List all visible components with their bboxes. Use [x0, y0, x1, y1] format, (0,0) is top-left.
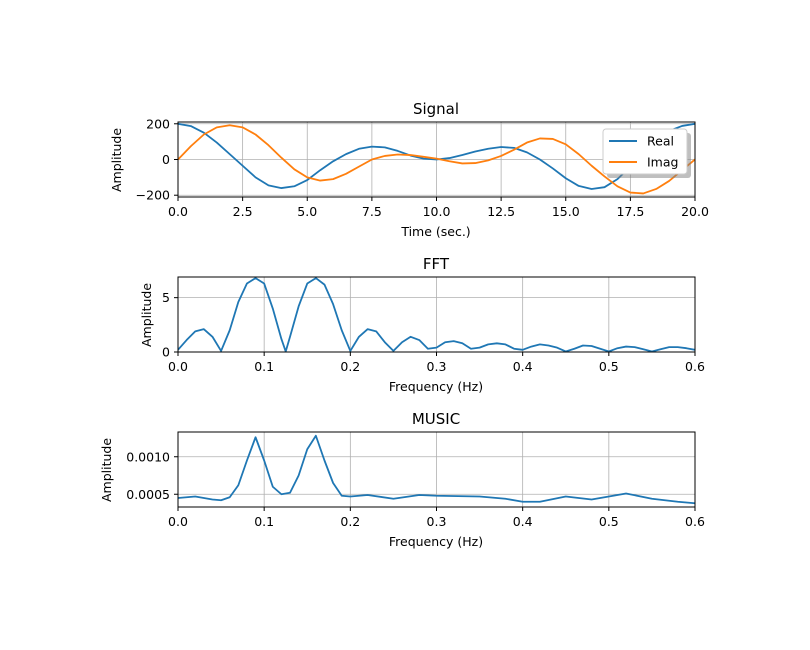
signal-plot-area: 0.0 2.5 5.0 7.5 10.0 12.5 15.0 17.5 20.0 200 0 −200	[136, 116, 709, 219]
music-ylabel: Amplitude	[99, 438, 114, 502]
signal-ylabel: Amplitude	[109, 128, 124, 192]
signal-ytick-label: −200	[136, 188, 170, 203]
fft-ytick-label: 0	[162, 345, 170, 360]
signal-title: Signal	[413, 100, 459, 118]
music-xtick-label: 0.6	[685, 514, 705, 529]
music-title: MUSIC	[412, 410, 460, 428]
music-xlabel: Frequency (Hz)	[389, 534, 483, 549]
fft-xtick-label: 0.5	[599, 359, 619, 374]
fft-xtick-label: 0.3	[427, 359, 447, 374]
signal-ytick-label: 200	[146, 116, 170, 131]
music-xtick-label: 0.3	[427, 514, 447, 529]
signal-xtick-label: 2.5	[233, 204, 253, 219]
fft-title: FFT	[423, 255, 450, 273]
signal-axes: 0.0 2.5 5.0 7.5 10.0 12.5 15.0 17.5 20.0 200 0 −200…	[109, 100, 709, 239]
signal-xlabel: Time (sec.)	[400, 224, 470, 239]
signal-xtick-label: 17.5	[616, 204, 644, 219]
signal-xtick-label: 7.5	[362, 204, 382, 219]
fft-xtick-label: 0.4	[513, 359, 533, 374]
signal-xtick-label: 15.0	[552, 204, 580, 219]
music-xtick-label: 0.4	[513, 514, 533, 529]
signal-xtick-label: 12.5	[487, 204, 515, 219]
music-xtick-label: 0.0	[168, 514, 188, 529]
signal-xtick-label: 20.0	[681, 204, 709, 219]
signal-ytick-label: 0	[162, 152, 170, 167]
signal-xtick-label: 5.0	[297, 204, 317, 219]
fft-ytick-label: 5	[162, 290, 170, 305]
fft-xlabel: Frequency (Hz)	[389, 379, 483, 394]
legend-imag-label: Imag	[647, 155, 678, 170]
fft-plot-area: 0.0 0.1 0.2 0.3 0.4 0.5 0.6 0 5	[162, 276, 705, 374]
signal-xtick-label: 0.0	[168, 204, 188, 219]
signal-legend: Real Imag	[602, 128, 691, 178]
signal-series-line-imag	[178, 124, 695, 195]
music-ytick-label: 0.0005	[126, 487, 170, 502]
fft-xtick-label: 0.0	[168, 359, 188, 374]
fft-ylabel: Amplitude	[139, 283, 154, 347]
fft-xtick-label: 0.2	[340, 359, 360, 374]
fft-xtick-label: 0.6	[685, 359, 705, 374]
fft-axes: 0.0 0.1 0.2 0.3 0.4 0.5 0.6 0 5 FFT Frequency (H…	[139, 255, 705, 394]
music-series-line-main	[178, 434, 695, 505]
music-xtick-label: 0.1	[254, 514, 274, 529]
fft-series-line-main	[178, 277, 695, 352]
music-xtick-label: 0.2	[340, 514, 360, 529]
music-xtick-label: 0.5	[599, 514, 619, 529]
music-plot-area: 0.0 0.1 0.2 0.3 0.4 0.5 0.6 0.0010 0.0005	[126, 431, 705, 529]
music-ytick-label: 0.0010	[126, 449, 170, 464]
signal-xtick-label: 10.0	[423, 204, 451, 219]
fft-xtick-label: 0.1	[254, 359, 274, 374]
legend-real-label: Real	[647, 134, 674, 149]
